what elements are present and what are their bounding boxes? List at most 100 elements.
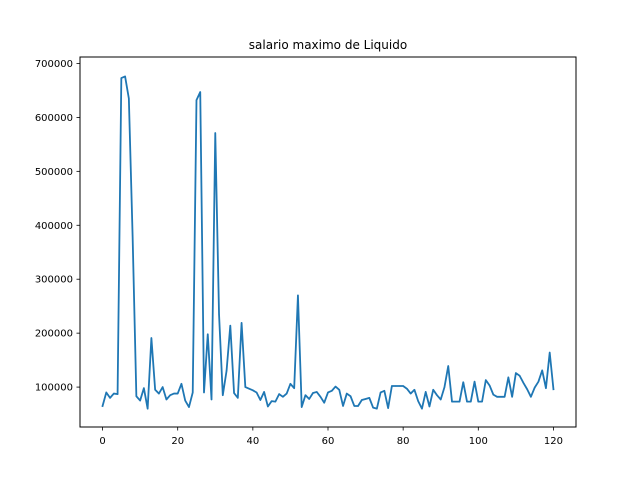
data-point bbox=[496, 396, 498, 398]
data-point bbox=[177, 392, 179, 395]
data-point bbox=[214, 132, 216, 134]
data-point bbox=[244, 386, 246, 388]
data-point bbox=[455, 401, 457, 403]
data-point bbox=[312, 392, 314, 394]
data-point bbox=[391, 385, 393, 387]
data-point bbox=[428, 405, 431, 408]
data-point bbox=[158, 392, 160, 395]
y-tick-label: 500000 bbox=[35, 167, 73, 178]
data-point bbox=[210, 398, 213, 401]
y-tick-label: 600000 bbox=[35, 113, 73, 124]
data-point bbox=[271, 400, 273, 402]
data-point bbox=[504, 396, 506, 398]
plot-area-frame bbox=[79, 56, 577, 428]
data-point bbox=[432, 389, 434, 391]
data-point bbox=[477, 401, 479, 403]
data-point bbox=[109, 397, 111, 399]
data-point bbox=[259, 399, 261, 401]
data-point bbox=[485, 379, 487, 381]
data-point bbox=[162, 386, 164, 388]
data-point bbox=[507, 376, 509, 378]
data-point bbox=[395, 385, 397, 387]
data-point bbox=[192, 391, 194, 394]
series-points bbox=[101, 75, 555, 410]
data-point bbox=[274, 401, 276, 403]
data-point bbox=[519, 375, 521, 377]
data-point bbox=[331, 390, 333, 392]
data-point bbox=[195, 99, 198, 101]
x-tick-label: 60 bbox=[322, 436, 335, 447]
data-point bbox=[105, 391, 107, 394]
data-point bbox=[334, 385, 337, 388]
y-tick-label: 200000 bbox=[35, 329, 73, 340]
data-point bbox=[462, 381, 464, 383]
data-point bbox=[458, 401, 461, 403]
data-point bbox=[537, 381, 540, 383]
data-point bbox=[248, 388, 250, 390]
data-point bbox=[511, 396, 513, 398]
data-point bbox=[278, 393, 280, 395]
data-point bbox=[222, 394, 224, 396]
data-point bbox=[135, 395, 137, 397]
data-point bbox=[233, 392, 235, 394]
data-point bbox=[413, 389, 416, 391]
data-point bbox=[421, 408, 423, 410]
x-axis-ticks: 0 20 40 60 80 100 120 bbox=[99, 427, 563, 447]
data-point bbox=[387, 407, 389, 409]
y-tick-label: 100000 bbox=[35, 383, 73, 394]
data-point bbox=[218, 313, 220, 315]
data-point bbox=[293, 387, 295, 389]
x-tick-label: 120 bbox=[544, 436, 563, 447]
data-point bbox=[286, 392, 288, 395]
data-point bbox=[225, 370, 228, 372]
data-point bbox=[282, 396, 284, 398]
data-point bbox=[304, 394, 307, 396]
data-point bbox=[165, 398, 168, 401]
data-point bbox=[203, 391, 205, 394]
data-point bbox=[297, 294, 299, 296]
data-point bbox=[327, 391, 329, 394]
data-point bbox=[338, 389, 340, 391]
data-point bbox=[188, 406, 190, 408]
data-point bbox=[466, 401, 468, 403]
y-tick-label: 300000 bbox=[35, 275, 73, 286]
data-point bbox=[545, 387, 547, 389]
x-tick-label: 100 bbox=[469, 436, 488, 447]
data-point bbox=[199, 91, 201, 93]
data-point bbox=[154, 389, 156, 391]
data-point bbox=[500, 396, 502, 398]
data-point bbox=[256, 391, 258, 394]
data-point bbox=[383, 390, 385, 392]
data-point bbox=[436, 394, 438, 396]
data-point bbox=[237, 397, 239, 399]
data-point bbox=[530, 396, 532, 398]
data-point bbox=[364, 398, 367, 400]
data-point bbox=[128, 97, 130, 100]
data-point bbox=[425, 391, 427, 393]
y-tick-label: 400000 bbox=[35, 221, 73, 232]
data-point bbox=[316, 391, 318, 393]
x-tick-label: 80 bbox=[397, 436, 410, 447]
data-point bbox=[357, 405, 359, 407]
data-point bbox=[147, 408, 149, 410]
data-point bbox=[342, 405, 344, 407]
data-point bbox=[184, 399, 186, 402]
data-point bbox=[267, 405, 269, 408]
data-point bbox=[406, 388, 408, 390]
data-point bbox=[417, 400, 419, 402]
data-point bbox=[113, 392, 115, 395]
data-point bbox=[549, 351, 551, 354]
data-point bbox=[368, 397, 370, 399]
data-point bbox=[319, 396, 322, 398]
data-point bbox=[139, 399, 141, 402]
data-point bbox=[101, 405, 104, 407]
data-point bbox=[402, 385, 404, 387]
data-point bbox=[349, 395, 352, 397]
data-point bbox=[481, 401, 483, 403]
data-point bbox=[488, 384, 491, 387]
data-point bbox=[116, 393, 119, 395]
data-point bbox=[380, 391, 382, 394]
data-point bbox=[410, 392, 412, 395]
data-point bbox=[361, 399, 363, 401]
